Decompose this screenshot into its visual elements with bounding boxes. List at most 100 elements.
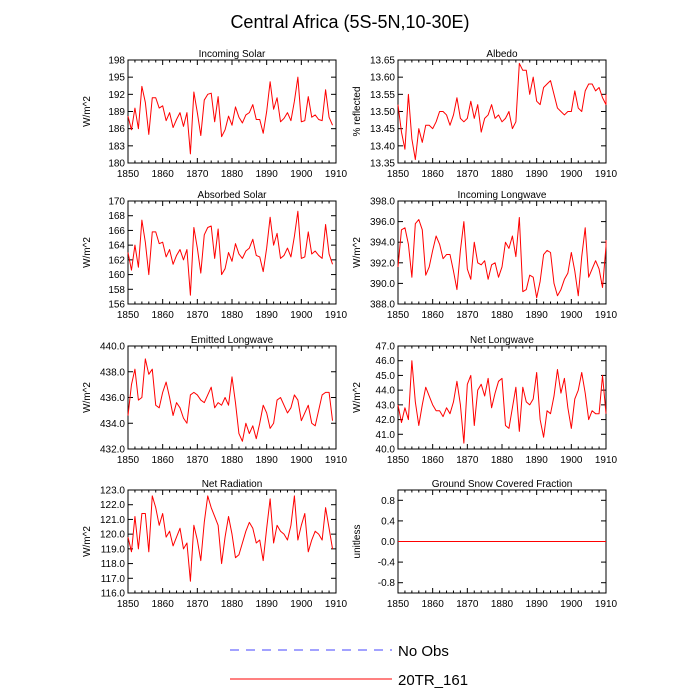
x-tick-label: 1870 bbox=[456, 310, 479, 321]
panel-title: Net Longwave bbox=[470, 335, 534, 346]
y-tick-label: 13.50 bbox=[370, 107, 395, 118]
panel-frame bbox=[397, 59, 607, 164]
y-tick-label: 198 bbox=[108, 56, 125, 67]
x-tick-label: 1900 bbox=[290, 310, 313, 321]
y-tick-label: 164 bbox=[108, 241, 125, 252]
y-tick-label: 13.55 bbox=[370, 90, 395, 101]
panel-title: Emitted Longwave bbox=[191, 335, 274, 346]
y-axis-label: W/m^2 bbox=[82, 382, 93, 413]
x-tick-label: 1850 bbox=[117, 599, 140, 610]
y-tick-label: 121.0 bbox=[100, 515, 125, 526]
y-tick-label: 47.0 bbox=[376, 342, 396, 353]
x-tick-label: 1900 bbox=[560, 455, 583, 466]
y-tick-label: 13.60 bbox=[370, 73, 395, 84]
x-tick-label: 1850 bbox=[387, 455, 410, 466]
y-tick-label: 192 bbox=[108, 90, 125, 101]
y-axis-label: % reflected bbox=[352, 86, 363, 136]
x-tick-label: 1890 bbox=[256, 310, 279, 321]
x-tick-label: 1860 bbox=[152, 455, 175, 466]
x-tick-label: 1880 bbox=[491, 599, 514, 610]
x-tick-label: 1850 bbox=[387, 599, 410, 610]
y-tick-label: 166 bbox=[108, 226, 125, 237]
x-tick-label: 1850 bbox=[117, 169, 140, 180]
y-tick-label: 432.0 bbox=[100, 445, 125, 456]
y-axis-label: unitless bbox=[352, 525, 363, 559]
panel-title: Albedo bbox=[486, 49, 518, 60]
panel-title: Net Radiation bbox=[202, 479, 263, 490]
series-line-emitted-longwave bbox=[127, 358, 334, 442]
panel-frame bbox=[127, 345, 337, 450]
panel-frame bbox=[397, 345, 607, 450]
y-tick-label: 440.0 bbox=[100, 342, 125, 353]
x-tick-label: 1900 bbox=[290, 599, 313, 610]
y-tick-label: 117.0 bbox=[101, 574, 126, 585]
x-tick-label: 1870 bbox=[186, 169, 209, 180]
x-tick-label: 1890 bbox=[256, 599, 279, 610]
legend: No Obs 20TR_161 bbox=[230, 643, 468, 689]
panel-net-radiation: Net Radiation W/m^2 116.0 117.0 118.0 119.0 12… bbox=[82, 479, 348, 610]
x-tick-label: 1910 bbox=[595, 599, 618, 610]
x-tick-label: 1890 bbox=[526, 599, 549, 610]
series-line-net-longwave bbox=[397, 360, 607, 444]
y-tick-label: 388.0 bbox=[370, 300, 395, 311]
x-tick-label: 1870 bbox=[456, 455, 479, 466]
y-tick-label: 45.0 bbox=[376, 371, 396, 382]
y-axis-label: W/m^2 bbox=[352, 237, 363, 268]
x-tick-label: 1850 bbox=[117, 310, 140, 321]
y-tick-label: 46.0 bbox=[376, 356, 396, 367]
x-tick-label: 1910 bbox=[595, 455, 618, 466]
y-tick-label: 0.8 bbox=[381, 496, 395, 507]
x-tick-label: 1850 bbox=[387, 310, 410, 321]
y-tick-label: 195 bbox=[108, 73, 125, 84]
x-tick-label: 1870 bbox=[186, 310, 209, 321]
x-tick-label: 1910 bbox=[325, 169, 348, 180]
y-tick-label: 170 bbox=[108, 197, 125, 208]
y-tick-label: 119.0 bbox=[101, 544, 126, 555]
x-tick-label: 1870 bbox=[186, 455, 209, 466]
legend-no-obs-label: No Obs bbox=[398, 643, 449, 660]
x-tick-label: 1870 bbox=[456, 599, 479, 610]
y-tick-label: 160 bbox=[108, 270, 125, 281]
x-tick-label: 1880 bbox=[491, 169, 514, 180]
panel-title: Incoming Longwave bbox=[458, 190, 547, 201]
series-line-incoming-solar bbox=[127, 76, 333, 155]
x-tick-label: 1910 bbox=[325, 455, 348, 466]
y-tick-label: 189 bbox=[108, 107, 125, 118]
y-tick-label: 118.0 bbox=[101, 559, 126, 570]
x-tick-label: 1910 bbox=[325, 310, 348, 321]
x-tick-label: 1860 bbox=[152, 599, 175, 610]
y-tick-label: 168 bbox=[108, 211, 125, 222]
panel-title: Incoming Solar bbox=[199, 49, 266, 60]
panel-incoming-solar: Incoming Solar W/m^2 180 183 186 189 192 195 198… bbox=[82, 49, 348, 180]
x-tick-label: 1850 bbox=[387, 169, 410, 180]
panel-frame bbox=[127, 59, 337, 164]
x-tick-label: 1900 bbox=[290, 169, 313, 180]
panels: Incoming Solar W/m^2 180 183 186 189 192 195 198… bbox=[82, 49, 618, 610]
y-tick-label: 0.0 bbox=[381, 537, 395, 548]
y-tick-label: 43.0 bbox=[376, 400, 396, 411]
y-axis-label: W/m^2 bbox=[352, 382, 363, 413]
y-tick-label: 13.40 bbox=[370, 141, 395, 152]
panel-incoming-longwave: Incoming Longwave W/m^2 388.0 390.0 392.0 394… bbox=[352, 190, 618, 321]
x-tick-label: 1860 bbox=[422, 455, 445, 466]
series-line-incoming-longwave bbox=[397, 216, 607, 299]
y-tick-label: 13.65 bbox=[370, 56, 395, 67]
panel-emitted-longwave: Emitted Longwave W/m^2 432.0 434.0 436.0 438.… bbox=[82, 335, 348, 466]
y-tick-label: 186 bbox=[108, 124, 125, 135]
x-tick-label: 1860 bbox=[422, 599, 445, 610]
y-tick-label: 434.0 bbox=[100, 419, 125, 430]
x-tick-label: 1880 bbox=[221, 455, 244, 466]
x-tick-label: 1900 bbox=[560, 599, 583, 610]
x-tick-label: 1910 bbox=[595, 169, 618, 180]
legend-model-label: 20TR_161 bbox=[398, 672, 468, 689]
y-tick-label: 13.35 bbox=[370, 159, 395, 170]
x-tick-label: 1880 bbox=[221, 169, 244, 180]
x-tick-label: 1900 bbox=[560, 169, 583, 180]
y-axis-label: W/m^2 bbox=[82, 237, 93, 268]
y-tick-label: 396.0 bbox=[370, 217, 395, 228]
panel-ground-snow-covered-fraction: Ground Snow Covered Fraction unitless -0.8… bbox=[352, 479, 618, 610]
series-line-albedo bbox=[397, 62, 607, 161]
y-tick-label: 390.0 bbox=[370, 279, 395, 290]
y-tick-label: 122.0 bbox=[100, 500, 125, 511]
